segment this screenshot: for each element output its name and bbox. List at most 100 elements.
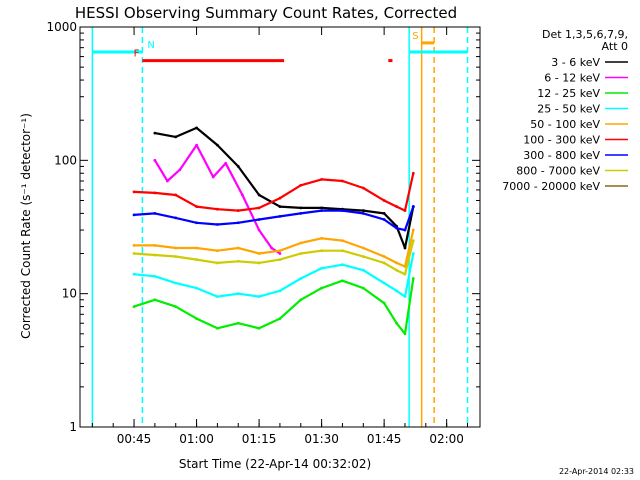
data-point-2-5: [211, 175, 215, 179]
data-point-8-8: [278, 258, 282, 262]
data-point-2-3: [178, 168, 182, 172]
flag-label-s: S: [412, 31, 418, 42]
data-point-4-15: [403, 295, 407, 299]
legend-header-line-2: Att 0: [602, 40, 628, 53]
data-point-1-15: [403, 246, 407, 250]
data-point-4-6: [236, 292, 240, 296]
data-point-6-11: [341, 179, 344, 183]
series-line-4: [133, 253, 415, 298]
data-point-6-1: [132, 190, 136, 194]
data-point-4-10: [320, 266, 324, 270]
data-point-3-7: [257, 326, 261, 330]
series-line-3: [133, 278, 415, 335]
data-point-6-2: [153, 191, 157, 195]
data-point-7-8: [278, 214, 282, 218]
data-point-6-12: [361, 186, 365, 190]
data-point-2-9: [270, 246, 273, 250]
data-point-1-4: [195, 126, 198, 130]
data-point-5-4: [195, 246, 198, 250]
data-point-6-9: [299, 183, 303, 187]
data-point-3-13: [382, 301, 386, 305]
series-line-5: [134, 229, 415, 268]
legend-label-8: 800 - 7000 keV: [516, 165, 600, 178]
data-point-6-6: [236, 209, 240, 212]
data-point-8-11: [341, 249, 344, 253]
data-point-8-3: [174, 255, 178, 258]
data-point-7-7: [257, 218, 261, 221]
data-point-7-5: [216, 223, 219, 226]
legend-label-2: 6 - 12 keV: [544, 72, 600, 85]
data-point-3-11: [341, 279, 344, 283]
data-point-4-14: [395, 289, 399, 293]
data-point-7-12: [361, 211, 365, 215]
data-point-7-4: [195, 221, 198, 225]
data-point-3-4: [195, 317, 198, 321]
flag-label-n: N: [147, 40, 154, 51]
data-point-3-6: [236, 321, 240, 325]
series-4: [132, 252, 415, 299]
x-tick-label-3: 01:15: [242, 432, 277, 446]
y-tick-label-2: 10: [62, 287, 77, 301]
x-tick-label-1: 00:45: [117, 432, 152, 446]
series-6: [132, 171, 415, 212]
data-point-6-13: [382, 199, 386, 202]
axes: 00:45 01:00 01:15 01:30 01:45 02:00 1 10 100 1000: [46, 20, 480, 446]
data-point-1-13: [382, 211, 386, 215]
data-point-5-1: [132, 244, 136, 247]
legend-label-9: 7000 - 20000 keV: [502, 180, 600, 193]
data-point-5-16: [411, 228, 415, 232]
data-point-7-2: [153, 211, 157, 215]
data-point-4-5: [216, 295, 219, 299]
data-point-3-1: [132, 305, 136, 308]
data-point-2-8: [257, 228, 261, 232]
data-point-5-11: [341, 239, 344, 243]
data-point-7-1: [132, 213, 136, 217]
data-point-4-2: [153, 274, 157, 278]
data-point-7-11: [341, 209, 344, 212]
series-3: [132, 277, 415, 336]
legend-label-6: 100 - 300 keV: [523, 134, 600, 147]
data-point-5-3: [174, 246, 178, 250]
data-point-7-14: [395, 226, 399, 230]
data-point-5-5: [216, 249, 219, 253]
data-point-1-9: [299, 206, 303, 210]
data-point-1-10: [320, 206, 324, 210]
legend-label-5: 50 - 100 keV: [530, 118, 600, 131]
data-point-3-12: [361, 286, 365, 290]
data-point-4-12: [361, 268, 365, 272]
data-point-2-7: [241, 193, 244, 197]
data-point-3-5: [216, 326, 219, 330]
data-point-6-14: [395, 205, 399, 208]
y-tick-label-3: 100: [54, 153, 77, 167]
data-point-7-16: [411, 205, 415, 208]
data-point-8-16: [411, 239, 415, 243]
data-point-7-9: [299, 211, 303, 215]
data-point-3-10: [320, 286, 324, 290]
data-point-3-15: [403, 332, 407, 336]
x-tick-label-5: 01:45: [367, 432, 402, 446]
data-point-8-4: [195, 258, 198, 262]
data-point-8-12: [361, 255, 365, 258]
data-point-8-7: [257, 261, 261, 265]
data-point-5-12: [361, 246, 365, 250]
y-tick-label-1: 1: [69, 420, 77, 434]
legend-label-4: 25 - 50 keV: [537, 103, 600, 116]
data-point-8-2: [153, 253, 157, 257]
data-point-1-6: [236, 165, 240, 168]
data-point-2-10: [278, 252, 282, 255]
data-point-3-9: [299, 298, 303, 302]
plot-area: NF S: [91, 27, 469, 427]
data-point-8-9: [299, 252, 303, 255]
data-point-7-13: [382, 218, 386, 221]
data-point-3-8: [278, 317, 282, 321]
data-point-6-15: [403, 209, 407, 212]
series-line-2: [153, 144, 281, 255]
series-line-7: [133, 206, 415, 232]
data-point-8-13: [382, 261, 386, 265]
data-point-6-8: [278, 196, 282, 200]
series-5: [132, 228, 415, 268]
data-point-8-5: [216, 261, 219, 265]
data-point-4-13: [382, 281, 386, 285]
